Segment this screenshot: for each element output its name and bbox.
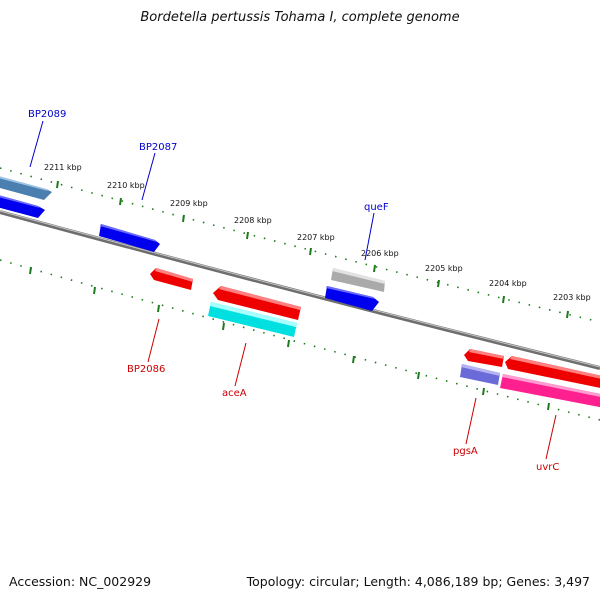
gene-label-bp2089: BP2089	[28, 109, 66, 120]
gene-bp2089[interactable]	[0, 171, 52, 200]
tick-label: 2207 kbp	[297, 233, 335, 242]
genome-stats-text: Topology: circular; Length: 4,086,189 bp…	[246, 574, 590, 589]
tick-label: 2204 kbp	[489, 279, 527, 288]
gene-quef[interactable]	[331, 268, 385, 292]
gene-label-uvrc: uvrC	[536, 462, 559, 473]
gene-bp2086[interactable]	[150, 268, 193, 290]
inner-major-ticks	[29, 266, 550, 411]
gene-forward-blue[interactable]	[0, 190, 45, 218]
tick-label: 2205 kbp	[425, 264, 463, 273]
gene-label-acea: aceA	[222, 388, 247, 399]
gene-acea[interactable]	[208, 302, 297, 337]
genome-backbone	[0, 210, 600, 370]
outer-major-ticks	[56, 180, 569, 319]
tick-label: 2203 kbp	[553, 293, 591, 302]
tick-label: 2211 kbp	[44, 163, 82, 172]
label-leaders	[29, 120, 557, 460]
tick-label: 2210 kbp	[107, 181, 145, 190]
gene-pgsa[interactable]	[460, 364, 500, 385]
gene-label-bp2086: BP2086	[127, 364, 165, 375]
gene-uvrc[interactable]	[500, 374, 600, 411]
gene-label-quef: queF	[364, 202, 389, 213]
gene-reverse-red-2[interactable]	[464, 349, 504, 367]
gene-forward-blue-2[interactable]	[325, 286, 379, 311]
tick-label: 2208 kbp	[234, 216, 272, 225]
accession-text: Accession: NC_002929	[9, 574, 152, 589]
tick-label: 2206 kbp	[361, 249, 399, 258]
map-title: Bordetella pertussis Tohama I, complete …	[140, 10, 460, 25]
gene-label-bp2087: BP2087	[139, 142, 177, 153]
gene-reverse-red-3[interactable]	[505, 356, 600, 392]
gene-bp2087[interactable]	[99, 224, 160, 252]
tick-label: 2209 kbp	[170, 199, 208, 208]
outer-ruler	[0, 167, 600, 323]
gene-label-pgsa: pgsA	[453, 446, 478, 457]
genome-backbone-highlight	[0, 210, 600, 368]
gene-reverse-red[interactable]	[213, 286, 301, 320]
